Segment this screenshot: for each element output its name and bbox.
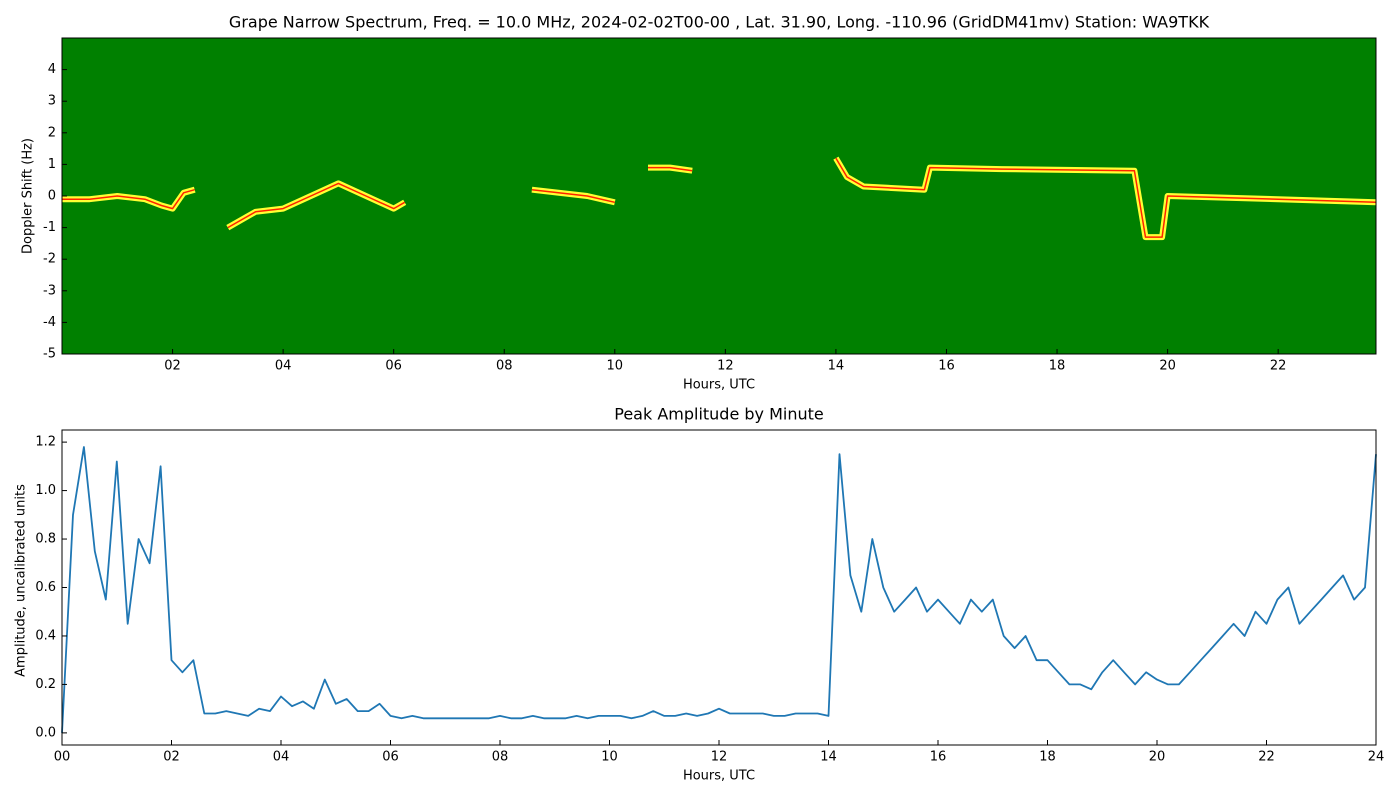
y-tick-label: -3 xyxy=(43,283,56,298)
y-tick-label: 4 xyxy=(48,62,56,77)
y-tick-label: 0.4 xyxy=(35,628,56,643)
x-tick-label: 12 xyxy=(711,750,728,765)
y-axis-label: Amplitude, uncalibrated units xyxy=(14,484,29,677)
x-tick-label: 22 xyxy=(1258,750,1275,765)
x-tick-label: 16 xyxy=(930,750,947,765)
x-tick-label: 04 xyxy=(273,750,290,765)
y-tick-label: 0.2 xyxy=(35,677,56,692)
x-tick-label: 06 xyxy=(385,359,402,374)
y-tick-label: 1.2 xyxy=(35,435,56,450)
y-axis-label: Doppler Shift (Hz) xyxy=(21,138,36,254)
x-tick-label: 16 xyxy=(938,359,955,374)
x-tick-label: 10 xyxy=(607,359,624,374)
y-tick-label: -2 xyxy=(43,252,56,267)
x-tick-label: 14 xyxy=(820,750,837,765)
x-tick-label: 12 xyxy=(717,359,734,374)
x-tick-label: 08 xyxy=(496,359,513,374)
y-tick-label: 1 xyxy=(48,157,56,172)
x-tick-label: 24 xyxy=(1368,750,1385,765)
x-tick-label: 20 xyxy=(1149,750,1166,765)
doppler-trace-peak xyxy=(227,182,406,229)
x-tick-label: 10 xyxy=(601,750,618,765)
x-tick-label: 18 xyxy=(1049,359,1066,374)
y-tick-label: 0 xyxy=(48,189,56,204)
plot-frame xyxy=(61,429,1377,746)
chart-title: Peak Amplitude by Minute xyxy=(614,405,824,424)
x-tick-label: 00 xyxy=(54,750,71,765)
x-tick-label: 06 xyxy=(382,750,399,765)
y-tick-label: 2 xyxy=(48,125,56,140)
y-tick-label: 1.0 xyxy=(35,483,56,498)
x-tick-label: 14 xyxy=(828,359,845,374)
doppler-trace-peak xyxy=(62,188,195,210)
x-axis-label: Hours, UTC xyxy=(683,378,755,393)
y-tick-label: 0.6 xyxy=(35,580,56,595)
doppler-trace-peak xyxy=(531,188,615,204)
chart-title: Grape Narrow Spectrum, Freq. = 10.0 MHz,… xyxy=(229,13,1210,32)
x-tick-label: 22 xyxy=(1270,359,1287,374)
x-tick-label: 08 xyxy=(492,750,509,765)
spectrogram-background xyxy=(62,38,1376,354)
x-axis-label: Hours, UTC xyxy=(683,769,755,784)
x-tick-label: 02 xyxy=(163,750,180,765)
x-tick-label: 04 xyxy=(275,359,292,374)
y-tick-label: 3 xyxy=(48,94,56,109)
amplitude-line xyxy=(61,446,1377,733)
y-tick-label: 0.8 xyxy=(35,532,56,547)
y-tick-label: -1 xyxy=(43,220,56,235)
x-tick-label: 02 xyxy=(164,359,181,374)
doppler-trace-peak xyxy=(648,166,693,172)
y-tick-label: 0.0 xyxy=(35,725,56,740)
y-tick-label: -5 xyxy=(43,347,56,362)
x-tick-label: 20 xyxy=(1159,359,1176,374)
y-tick-label: -4 xyxy=(43,315,56,330)
x-tick-label: 18 xyxy=(1039,750,1056,765)
doppler-trace-peak xyxy=(835,157,1377,238)
